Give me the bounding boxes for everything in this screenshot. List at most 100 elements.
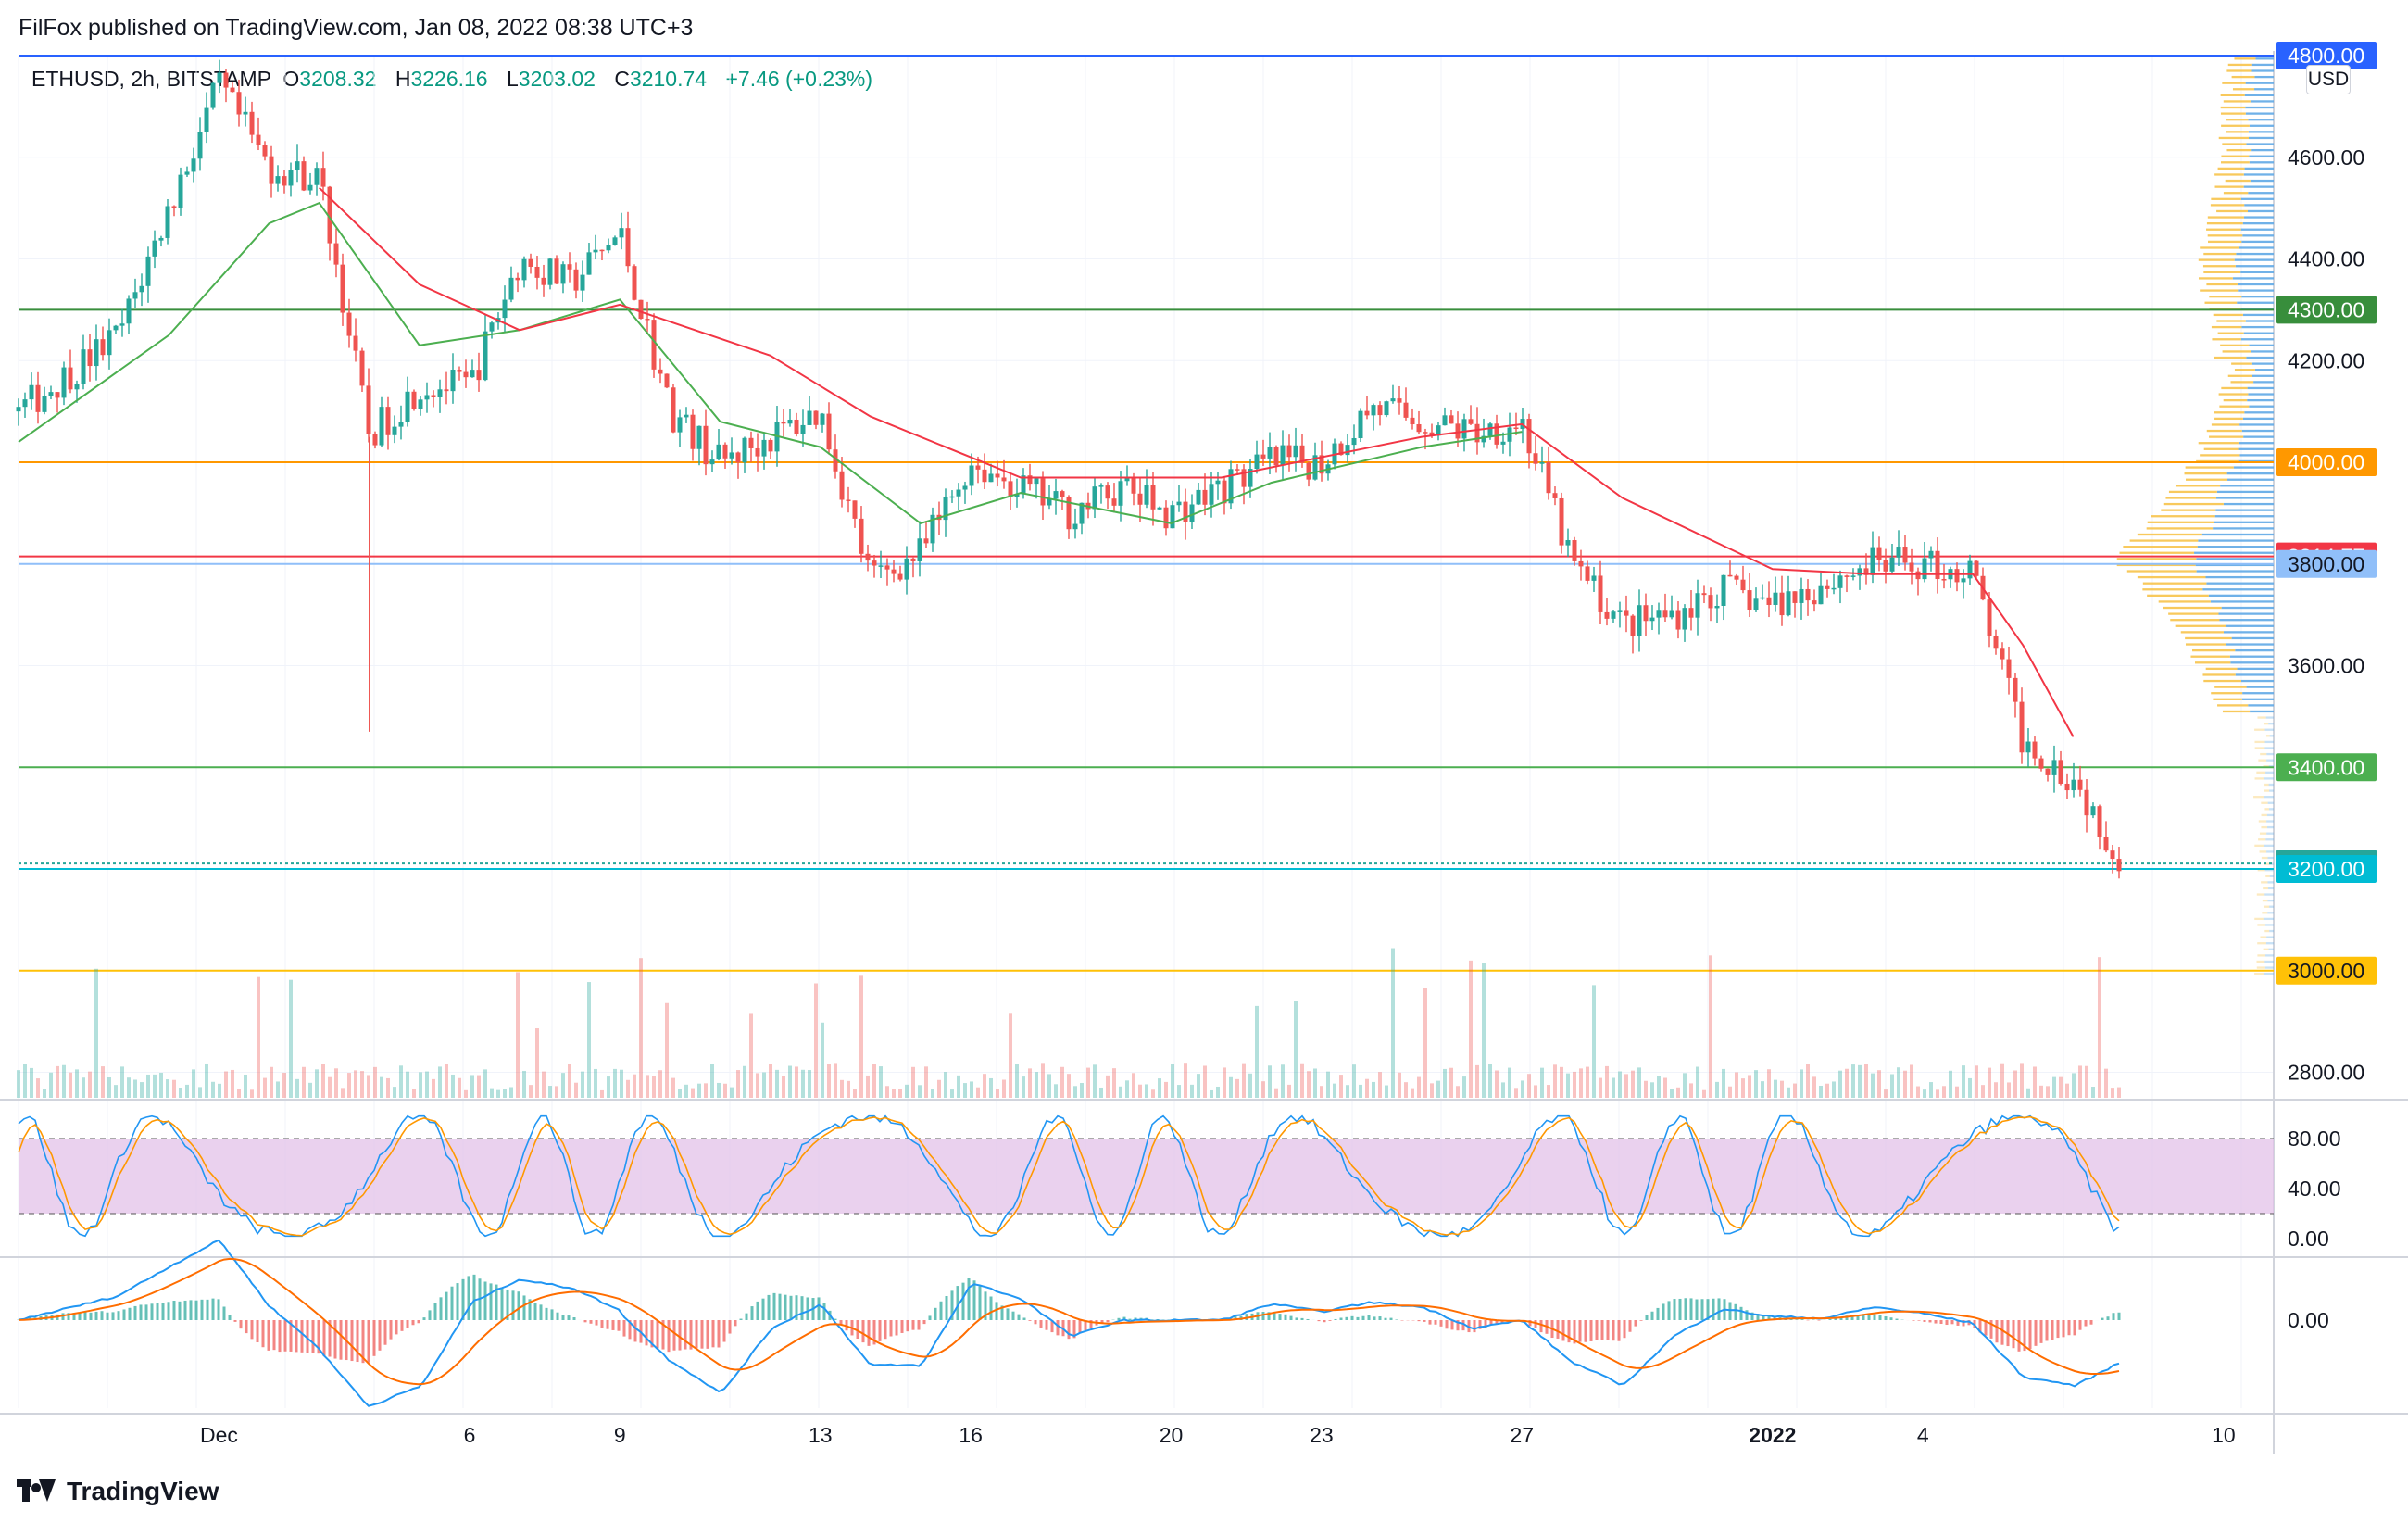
volume-bar [1748, 1075, 1751, 1098]
volume-profile-bar [2257, 954, 2265, 957]
volume-profile-bar [2267, 881, 2274, 884]
volume-bar [69, 1072, 72, 1098]
volume-profile-bar [2240, 308, 2274, 310]
volume-profile-bar [2116, 558, 2197, 560]
candle-body [107, 330, 112, 356]
volume-profile-bar [2213, 313, 2243, 317]
currency-button[interactable]: USD [2306, 65, 2351, 94]
volume-profile-bar [2258, 759, 2267, 762]
candle-body [145, 256, 151, 286]
volume-bar [1534, 1085, 1537, 1098]
volume-profile-bar [2163, 606, 2222, 610]
candle-body [1273, 447, 1279, 466]
volume-profile-bar [2234, 57, 2256, 60]
candle-body [930, 514, 935, 544]
time-tick-label: 10 [2212, 1423, 2236, 1447]
volume-profile-bar [2248, 209, 2274, 213]
volume-bar [88, 1071, 92, 1098]
candle-body [1098, 485, 1104, 487]
moving-average-1 [18, 201, 1523, 525]
volume-bar [2078, 1065, 2082, 1098]
volume-profile-bar [2212, 338, 2241, 341]
volume-profile-bar [2210, 204, 2245, 207]
volume-bar [1897, 1067, 1900, 1098]
candle-body [2071, 779, 2076, 791]
candle-body [87, 349, 93, 367]
candle-body [1072, 523, 1078, 530]
volume-bar [769, 1064, 772, 1098]
candle-body [813, 410, 819, 425]
volume-bar [1313, 1068, 1317, 1098]
volume-profile-bar [2247, 398, 2274, 402]
volume-bar [522, 1070, 526, 1098]
candle-body [1539, 461, 1545, 464]
volume-profile-bar [2233, 466, 2274, 469]
candle-body [1014, 494, 1020, 497]
volume-bar [1521, 1080, 1524, 1098]
volume-bar [263, 1077, 267, 1098]
volume-bar [1028, 1068, 1032, 1098]
volume-profile-bar [2263, 777, 2274, 780]
volume-bar [1281, 1064, 1285, 1098]
candle-body [1429, 432, 1435, 436]
candle-body [1176, 501, 1182, 506]
time-tick-label: 23 [1310, 1423, 1334, 1447]
volume-profile-bar [2142, 588, 2203, 591]
volume-profile-bar [2258, 838, 2266, 841]
volume-profile-bar [2240, 228, 2274, 231]
volume-bar [613, 1068, 617, 1098]
candle-body [619, 228, 624, 238]
volume-bar [1488, 1064, 1492, 1098]
time-tick-label: 4 [1917, 1423, 1929, 1447]
volume-bar [2065, 1083, 2069, 1098]
candle-body [684, 414, 689, 418]
candle-body [1312, 455, 1318, 480]
candle-body [1760, 597, 1765, 599]
candle-body [1598, 575, 1603, 612]
candle-body [1585, 566, 1590, 581]
price-level-badge: 3200.00 [2276, 855, 2377, 884]
candle-body [2090, 806, 2096, 816]
volume-bar [1229, 1076, 1233, 1098]
volume-profile-bar [2263, 765, 2269, 768]
volume-profile-bar [2239, 423, 2274, 426]
volume-profile-bar [2214, 411, 2245, 414]
volume-bar [2026, 1088, 2030, 1098]
candle-body [398, 422, 404, 427]
volume-profile-bar [2204, 301, 2238, 304]
candle-body [1766, 597, 1772, 605]
volume-bar [1689, 1083, 1693, 1098]
candle-body [1675, 610, 1681, 630]
candle-body [658, 369, 663, 374]
volume-bar [185, 1084, 189, 1098]
open-value: 3208.32 [299, 67, 377, 91]
candle-body [761, 439, 767, 457]
candle-body [910, 558, 916, 561]
price-level-label: 3800.00 [2288, 552, 2364, 576]
volume-bar [665, 1002, 669, 1098]
volume-bar [360, 1071, 364, 1098]
candle-body [353, 335, 358, 351]
stoch-k-line [18, 1114, 2120, 1238]
volume-bar [1650, 1082, 1654, 1098]
candle-body [923, 538, 929, 544]
volume-profile-bar [2264, 783, 2269, 787]
volume-profile-bar [2116, 563, 2196, 567]
candle-body [586, 252, 592, 275]
volume-profile-bar [2264, 966, 2274, 969]
volume-bar [1806, 1064, 1810, 1098]
volume-profile-bar [2206, 283, 2238, 286]
symbol-label[interactable]: ETHUSD, 2h, BITSTAMP [31, 67, 272, 91]
volume-bar [1009, 1013, 1012, 1098]
volume-profile [2116, 57, 2274, 975]
volume-bar [1910, 1064, 1913, 1098]
volume-bar [1527, 1074, 1531, 1098]
volume-profile-bar [2238, 289, 2274, 292]
volume-profile-bar [2266, 825, 2274, 829]
volume-profile-bar [2158, 600, 2211, 603]
volume-profile-bar [2221, 155, 2250, 157]
volume-profile-bar [2210, 600, 2274, 603]
volume-profile-bar [2245, 106, 2274, 109]
volume-bar [730, 1087, 734, 1098]
